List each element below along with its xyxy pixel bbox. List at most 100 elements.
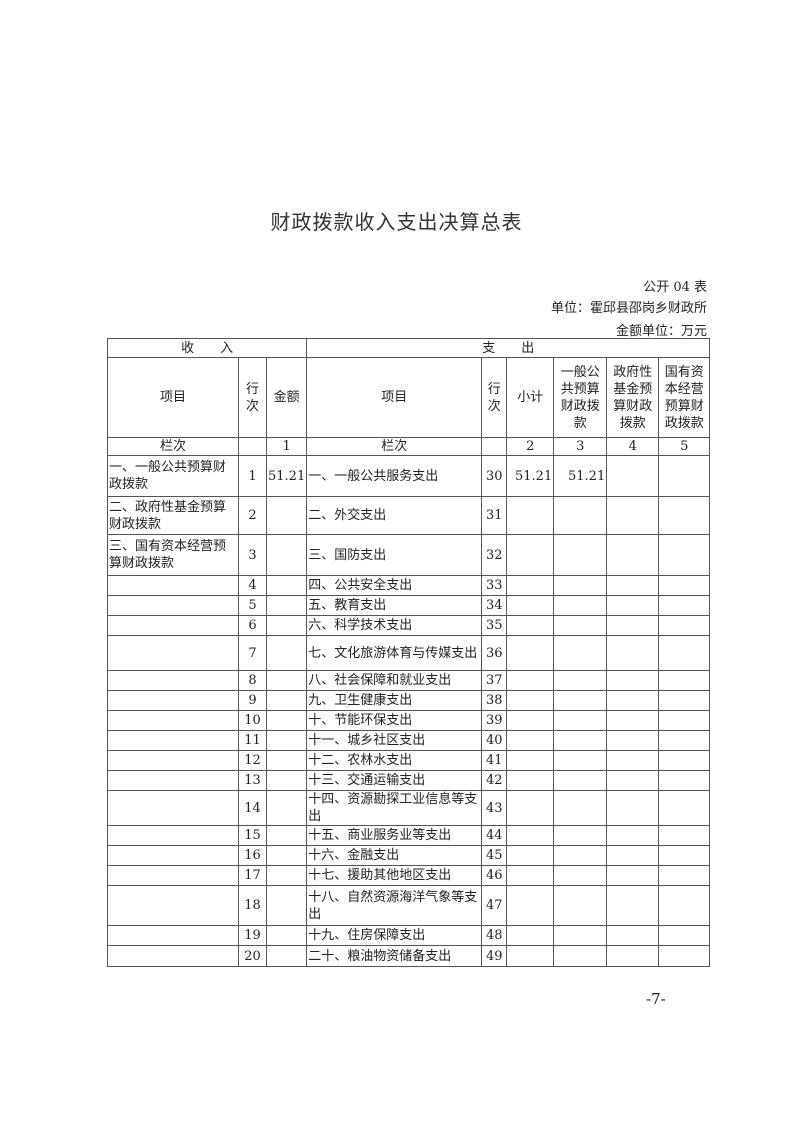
table-cell: [265, 534, 308, 576]
table-cell: [606, 945, 660, 967]
table-cell: [107, 790, 239, 826]
table-cell: 51.21: [265, 455, 308, 497]
table-row: 8 八、社会保障和就业支出 37: [107, 670, 711, 691]
table-cell: 45: [481, 845, 508, 866]
column-index-cell: [481, 437, 508, 456]
table-cell: 14: [238, 790, 267, 826]
fiscal-table: 收 入 支 出 项目 行次 金额 项目 行次 小计 一般公共预算财政拨款 政府性基金预算财政拨…: [106, 338, 711, 967]
amount-unit: 金额单位：万元: [615, 324, 707, 339]
table-cell: [265, 730, 308, 751]
table-row: 14 十四、资源勘探工业信息等支出 43: [107, 790, 711, 826]
page-number: -7-: [646, 990, 666, 1008]
table-cell: 十三、交通运输支出: [306, 770, 483, 791]
table-row: 三、国有资本经营预算财政拨款 3 三、国防支出 32: [107, 534, 711, 576]
table-cell: [506, 750, 555, 771]
column-header: 政府性基金预算财政拨款: [606, 357, 660, 438]
table-cell: 三、国防支出: [306, 534, 483, 576]
table-cell: [553, 865, 608, 886]
table-row: 9 九、卫生健康支出 38: [107, 690, 711, 711]
table-cell: [553, 750, 608, 771]
table-cell: [265, 825, 308, 846]
column-index-cell: 栏次: [107, 437, 239, 456]
table-cell: 十、节能环保支出: [306, 710, 483, 731]
table-cell: 十七、援助其他地区支出: [306, 865, 483, 886]
column-header: 行次: [238, 357, 267, 438]
column-header: 小计: [506, 357, 555, 438]
table-cell: [606, 925, 660, 946]
table-cell: [506, 845, 555, 866]
table-cell: [606, 670, 660, 691]
table-cell: 4: [238, 575, 267, 596]
table-cell: [658, 845, 711, 866]
table-cell: [606, 750, 660, 771]
column-header: 项目: [306, 357, 483, 438]
table-cell: 39: [481, 710, 508, 731]
table-cell: [658, 925, 711, 946]
table-cell: 7: [238, 635, 267, 671]
table-cell: [606, 885, 660, 926]
table-cell: 七、文化旅游体育与传媒支出: [306, 635, 483, 671]
table-cell: [107, 825, 239, 846]
table-cell: [265, 770, 308, 791]
table-cell: 18: [238, 885, 267, 926]
table-cell: 38: [481, 690, 508, 711]
table-cell: [107, 845, 239, 866]
table-cell: [506, 710, 555, 731]
table-cell: 15: [238, 825, 267, 846]
table-cell: 十八、自然资源海洋气象等支出: [306, 885, 483, 926]
table-cell: 20: [238, 945, 267, 967]
table-cell: 51.21: [506, 455, 555, 497]
table-cell: 44: [481, 825, 508, 846]
column-header: 行次: [481, 357, 508, 438]
table-cell: [553, 925, 608, 946]
table-cell: [658, 690, 711, 711]
table-cell: [265, 575, 308, 596]
table-cell: [658, 825, 711, 846]
table-cell: 十一、城乡社区支出: [306, 730, 483, 751]
table-row: 12 十二、农林水支出 41: [107, 750, 711, 771]
table-cell: [553, 825, 608, 846]
table-cell: [658, 455, 711, 497]
table-cell: [506, 635, 555, 671]
table-cell: [658, 865, 711, 886]
table-cell: [107, 690, 239, 711]
table-cell: [553, 945, 608, 967]
table-row: 11 十一、城乡社区支出 40: [107, 730, 711, 751]
table-cell: [506, 865, 555, 886]
table-cell: [506, 730, 555, 751]
table-cell: [265, 710, 308, 731]
table-cell: 36: [481, 635, 508, 671]
table-cell: 47: [481, 885, 508, 926]
table-cell: [606, 595, 660, 616]
table-cell: [265, 945, 308, 967]
table-row: 5 五、教育支出 34: [107, 595, 711, 616]
income-group-header: 收 入: [106, 338, 308, 358]
table-row: 18 十八、自然资源海洋气象等支出 47: [107, 885, 711, 926]
table-row: 19 十九、住房保障支出 48: [107, 925, 711, 946]
table-row: 13 十三、交通运输支出 42: [107, 770, 711, 791]
table-cell: [107, 635, 239, 671]
table-row: 一、一般公共预算财政拨款 1 51.21 一、一般公共服务支出 30 51.21 51.21: [107, 455, 711, 497]
table-cell: [506, 790, 555, 826]
table-cell: [658, 730, 711, 751]
table-cell: [265, 865, 308, 886]
table-cell: [506, 925, 555, 946]
table-cell: 40: [481, 730, 508, 751]
page-title: 财政拨款收入支出决算总表: [270, 210, 523, 234]
table-cell: [506, 770, 555, 791]
table-cell: [606, 790, 660, 826]
expense-group-header: 支 出: [306, 338, 711, 358]
table-cell: [658, 945, 711, 967]
column-header: 一般公共预算财政拨款: [553, 357, 608, 438]
table-cell: [606, 496, 660, 535]
table-row: 16 十六、金融支出 45: [107, 845, 711, 866]
table-cell: 43: [481, 790, 508, 826]
table-cell: 一、一般公共预算财政拨款: [107, 455, 239, 497]
table-cell: [658, 575, 711, 596]
table-cell: [506, 670, 555, 691]
table-cell: 二、政府性基金预算财政拨款: [107, 496, 239, 535]
table-cell: [553, 770, 608, 791]
column-header: 项目: [107, 357, 239, 438]
table-cell: [606, 635, 660, 671]
table-row: 4 四、公共安全支出 33: [107, 575, 711, 596]
